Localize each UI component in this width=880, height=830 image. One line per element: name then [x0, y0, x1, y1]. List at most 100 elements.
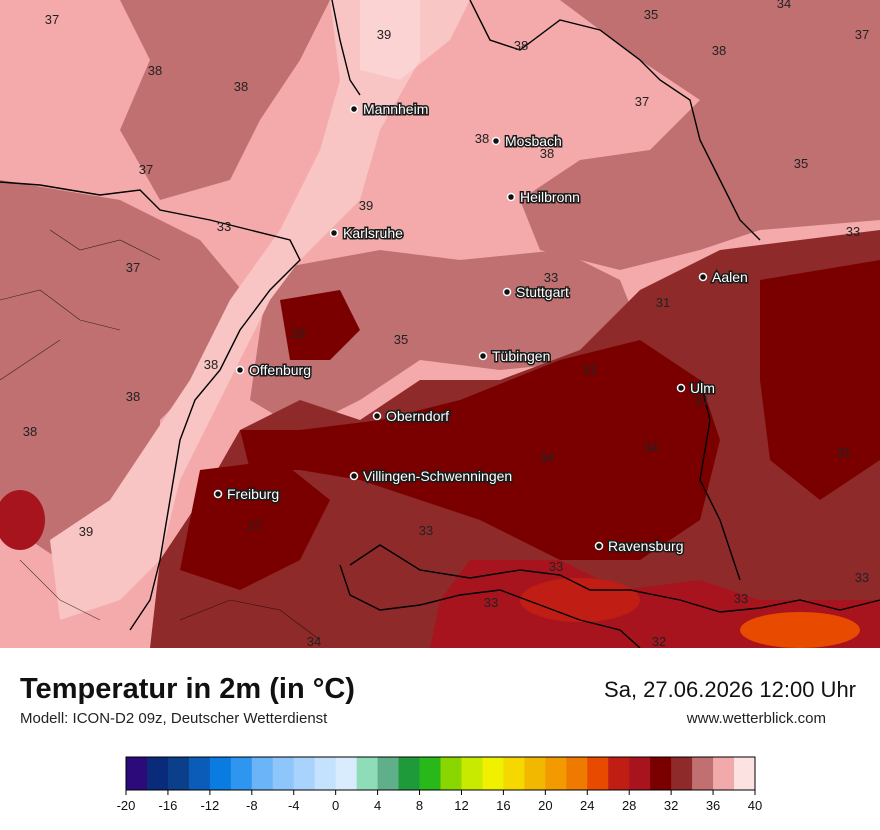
city-label: Aalen — [712, 269, 748, 285]
city-marker: Stuttgart — [502, 283, 571, 302]
temperature-value-label: 34 — [540, 450, 554, 465]
legend-tick-label: 32 — [664, 798, 678, 813]
city-marker: Karlsruhe — [329, 224, 405, 243]
legend-swatch — [209, 757, 232, 790]
city-label: Offenburg — [249, 362, 311, 378]
temperature-value-label: 32 — [652, 634, 666, 648]
temperature-value-label: 27 — [248, 518, 262, 533]
legend-swatch — [650, 757, 672, 790]
temperature-value-label: 34 — [777, 0, 791, 11]
color-legend: -20 -16 -12 -8 -4 0 4 8 12 16 20 24 28 32 36 40 — [117, 756, 762, 813]
temperature-value-label: 33 — [484, 595, 498, 610]
legend-swatch — [629, 757, 651, 790]
zone-rhine — [50, 0, 420, 620]
city-label: Karlsruhe — [343, 225, 403, 241]
legend-tick-label: -16 — [159, 798, 178, 813]
legend-swatch — [398, 757, 421, 790]
city-label: Heilbronn — [520, 189, 580, 205]
legend-swatch — [524, 757, 546, 790]
city-dot — [349, 104, 359, 114]
city-label: Tübingen — [492, 348, 550, 364]
zone-hot-spot-2 — [740, 612, 860, 648]
legend-swatch — [713, 757, 735, 790]
legend-tick-label: 16 — [496, 798, 510, 813]
city-marker: Ulm — [676, 379, 716, 398]
temperature-value-label: 33 — [419, 523, 433, 538]
zone-36-center — [250, 250, 640, 430]
legend-tick-label: 24 — [580, 798, 594, 813]
legend-swatch — [419, 757, 441, 790]
legend-swatch — [188, 757, 211, 790]
legend-swatch — [671, 757, 693, 790]
temperature-value-label: 34 — [307, 634, 321, 648]
legend-tick-label: -12 — [200, 798, 219, 813]
city-dot — [506, 192, 516, 202]
city-label: Mannheim — [363, 101, 428, 117]
legend-swatch — [440, 757, 462, 790]
zone-31-east — [760, 260, 880, 500]
temperature-value-label: 38 — [475, 131, 489, 146]
legend-swatch — [230, 757, 253, 790]
zone-29 — [280, 290, 360, 360]
temperature-value-label: 37 — [855, 27, 869, 42]
city-dot — [235, 365, 245, 375]
temperature-map — [0, 0, 880, 648]
legend-swatch — [272, 757, 295, 790]
footer: Temperatur in 2m (in °C) Modell: ICON-D2… — [0, 648, 880, 830]
legend-tick-label: 0 — [332, 798, 339, 813]
temperature-value-label: 33 — [855, 570, 869, 585]
temperature-value-label: 31 — [656, 295, 670, 310]
temperature-value-label: 29 — [291, 326, 305, 341]
temperature-value-label: 37 — [635, 94, 649, 109]
legend-swatch — [146, 757, 169, 790]
temperature-value-label: 37 — [139, 162, 153, 177]
website-link[interactable]: www.wetterblick.com — [686, 710, 826, 727]
city-label: Villingen-Schwenningen — [363, 468, 512, 484]
city-marker: Freiburg — [213, 485, 281, 504]
city-dot — [594, 541, 604, 551]
temperature-value-label: 33 — [217, 219, 231, 234]
temperature-value-label: 34 — [644, 440, 658, 455]
temperature-value-label: 39 — [79, 524, 93, 539]
legend-swatch — [377, 757, 400, 790]
legend-tick-label: 40 — [748, 798, 762, 813]
legend-swatch — [545, 757, 567, 790]
legend-swatch — [251, 757, 274, 790]
city-marker: Tübingen — [478, 347, 552, 366]
city-marker: Villingen-Schwenningen — [349, 467, 514, 486]
temperature-value-label: 37 — [45, 12, 59, 27]
city-label: Mosbach — [505, 133, 562, 149]
legend-tick-label: 28 — [622, 798, 636, 813]
temperature-value-label: 39 — [377, 27, 391, 42]
city-label: Oberndorf — [386, 408, 449, 424]
legend-swatch — [608, 757, 630, 790]
legend-tick-label: -8 — [246, 798, 258, 813]
legend-swatch — [356, 757, 379, 790]
temperature-value-label: 33 — [549, 559, 563, 574]
city-label: Ulm — [690, 380, 715, 396]
legend-swatch — [461, 757, 483, 790]
legend-swatch — [335, 757, 358, 790]
temperature-value-label: 38 — [148, 63, 162, 78]
borders — [0, 0, 880, 648]
legend-outline — [125, 756, 756, 791]
city-dot — [698, 272, 708, 282]
model-source: Modell: ICON-D2 09z, Deutscher Wetterdie… — [20, 710, 328, 727]
legend-swatch — [293, 757, 316, 790]
thin-borders — [0, 229, 321, 641]
legend-swatch — [566, 757, 588, 790]
legend-tick-label: -20 — [117, 798, 136, 813]
zone-light-north — [360, 0, 470, 80]
temperature-value-label: 35 — [644, 7, 658, 22]
temperature-value-label: 39 — [359, 198, 373, 213]
legend-swatch — [734, 757, 756, 790]
legend-swatch — [167, 757, 190, 790]
city-dot — [676, 383, 686, 393]
city-dot — [349, 471, 359, 481]
value-labels: 37 39 38 35 34 38 37 38 38 37 38 38 35 37 33 39 37 33 33 31… — [23, 0, 869, 648]
city-dot — [502, 287, 512, 297]
temperature-value-label: 31 — [837, 445, 851, 460]
temperature-value-label: 38 — [514, 38, 528, 53]
zone-37-west — [0, 180, 250, 560]
zone-hot-spot — [520, 578, 640, 622]
